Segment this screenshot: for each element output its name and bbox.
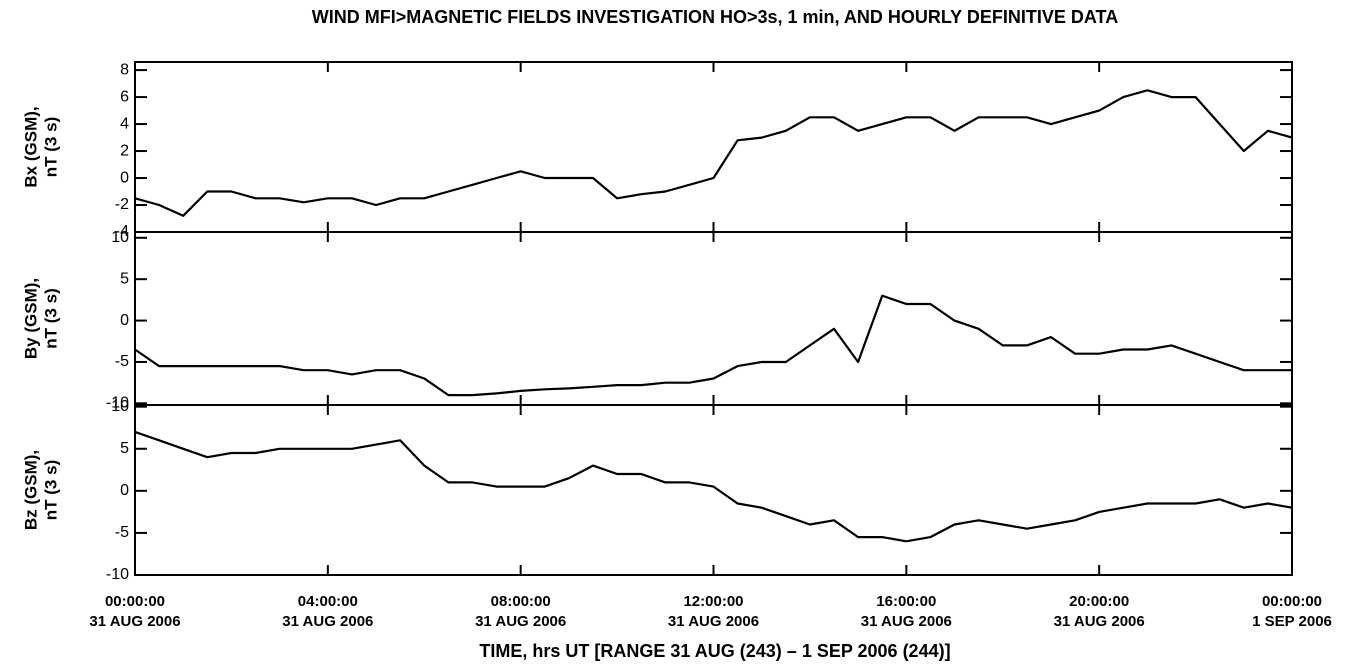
x-tick-label: 20:00:00 bbox=[1069, 593, 1129, 610]
x-tick-label: 16:00:00 bbox=[876, 593, 936, 610]
y-tick-label: 0 bbox=[120, 169, 129, 186]
y-tick-label: 6 bbox=[120, 88, 129, 105]
data-line bbox=[134, 294, 1292, 397]
x-tick-label: 1 SEP 2006 bbox=[1252, 613, 1332, 630]
y-tick-label: 10 bbox=[111, 398, 129, 415]
y-tick-label: 0 bbox=[120, 482, 129, 499]
y-tick-label: 2 bbox=[120, 142, 129, 159]
y-axis-label: nT (3 s) bbox=[41, 460, 60, 520]
x-tick-label: 31 AUG 2006 bbox=[1054, 613, 1145, 630]
data-line bbox=[134, 430, 1293, 543]
x-tick-label: 08:00:00 bbox=[491, 593, 551, 610]
y-axis-label: Bz (GSM), bbox=[21, 450, 40, 530]
y-tick-label: -10 bbox=[106, 395, 129, 412]
y-axis-label: nT (3 s) bbox=[41, 117, 60, 177]
y-tick-label: -10 bbox=[106, 566, 129, 583]
y-tick-label: -4 bbox=[115, 223, 129, 240]
panel-frame bbox=[134, 404, 1293, 576]
x-tick-label: 31 AUG 2006 bbox=[282, 613, 373, 630]
y-tick-label: 10 bbox=[111, 229, 129, 246]
y-tick-label: 5 bbox=[120, 440, 129, 457]
x-tick-label: 00:00:00 bbox=[1262, 593, 1322, 610]
y-tick-label: 8 bbox=[120, 61, 129, 78]
x-tick-label: 31 AUG 2006 bbox=[861, 613, 952, 630]
x-tick-label: 00:00:00 bbox=[105, 593, 165, 610]
chart-title: WIND MFI>MAGNETIC FIELDS INVESTIGATION H… bbox=[312, 7, 1118, 27]
y-tick-label: -5 bbox=[115, 524, 129, 541]
y-tick-label: 0 bbox=[120, 312, 129, 329]
x-tick-label: 31 AUG 2006 bbox=[475, 613, 566, 630]
x-tick-label: 31 AUG 2006 bbox=[668, 613, 759, 630]
y-axis-label: By (GSM), bbox=[21, 278, 40, 359]
data-line bbox=[134, 89, 1293, 217]
y-tick-label: 5 bbox=[120, 270, 129, 287]
y-tick-label: 4 bbox=[120, 115, 129, 132]
y-axis-label: Bx (GSM), bbox=[21, 106, 40, 187]
y-axis-label: nT (3 s) bbox=[41, 288, 60, 348]
x-tick-label: 12:00:00 bbox=[683, 593, 743, 610]
y-tick-label: -2 bbox=[115, 196, 129, 213]
x-tick-label: 31 AUG 2006 bbox=[89, 613, 180, 630]
y-tick-label: -5 bbox=[115, 353, 129, 370]
x-axis-label: TIME, hrs UT [RANGE 31 AUG (243) – 1 SEP… bbox=[479, 641, 950, 661]
x-tick-label: 04:00:00 bbox=[298, 593, 358, 610]
panel-frame bbox=[134, 61, 1293, 233]
